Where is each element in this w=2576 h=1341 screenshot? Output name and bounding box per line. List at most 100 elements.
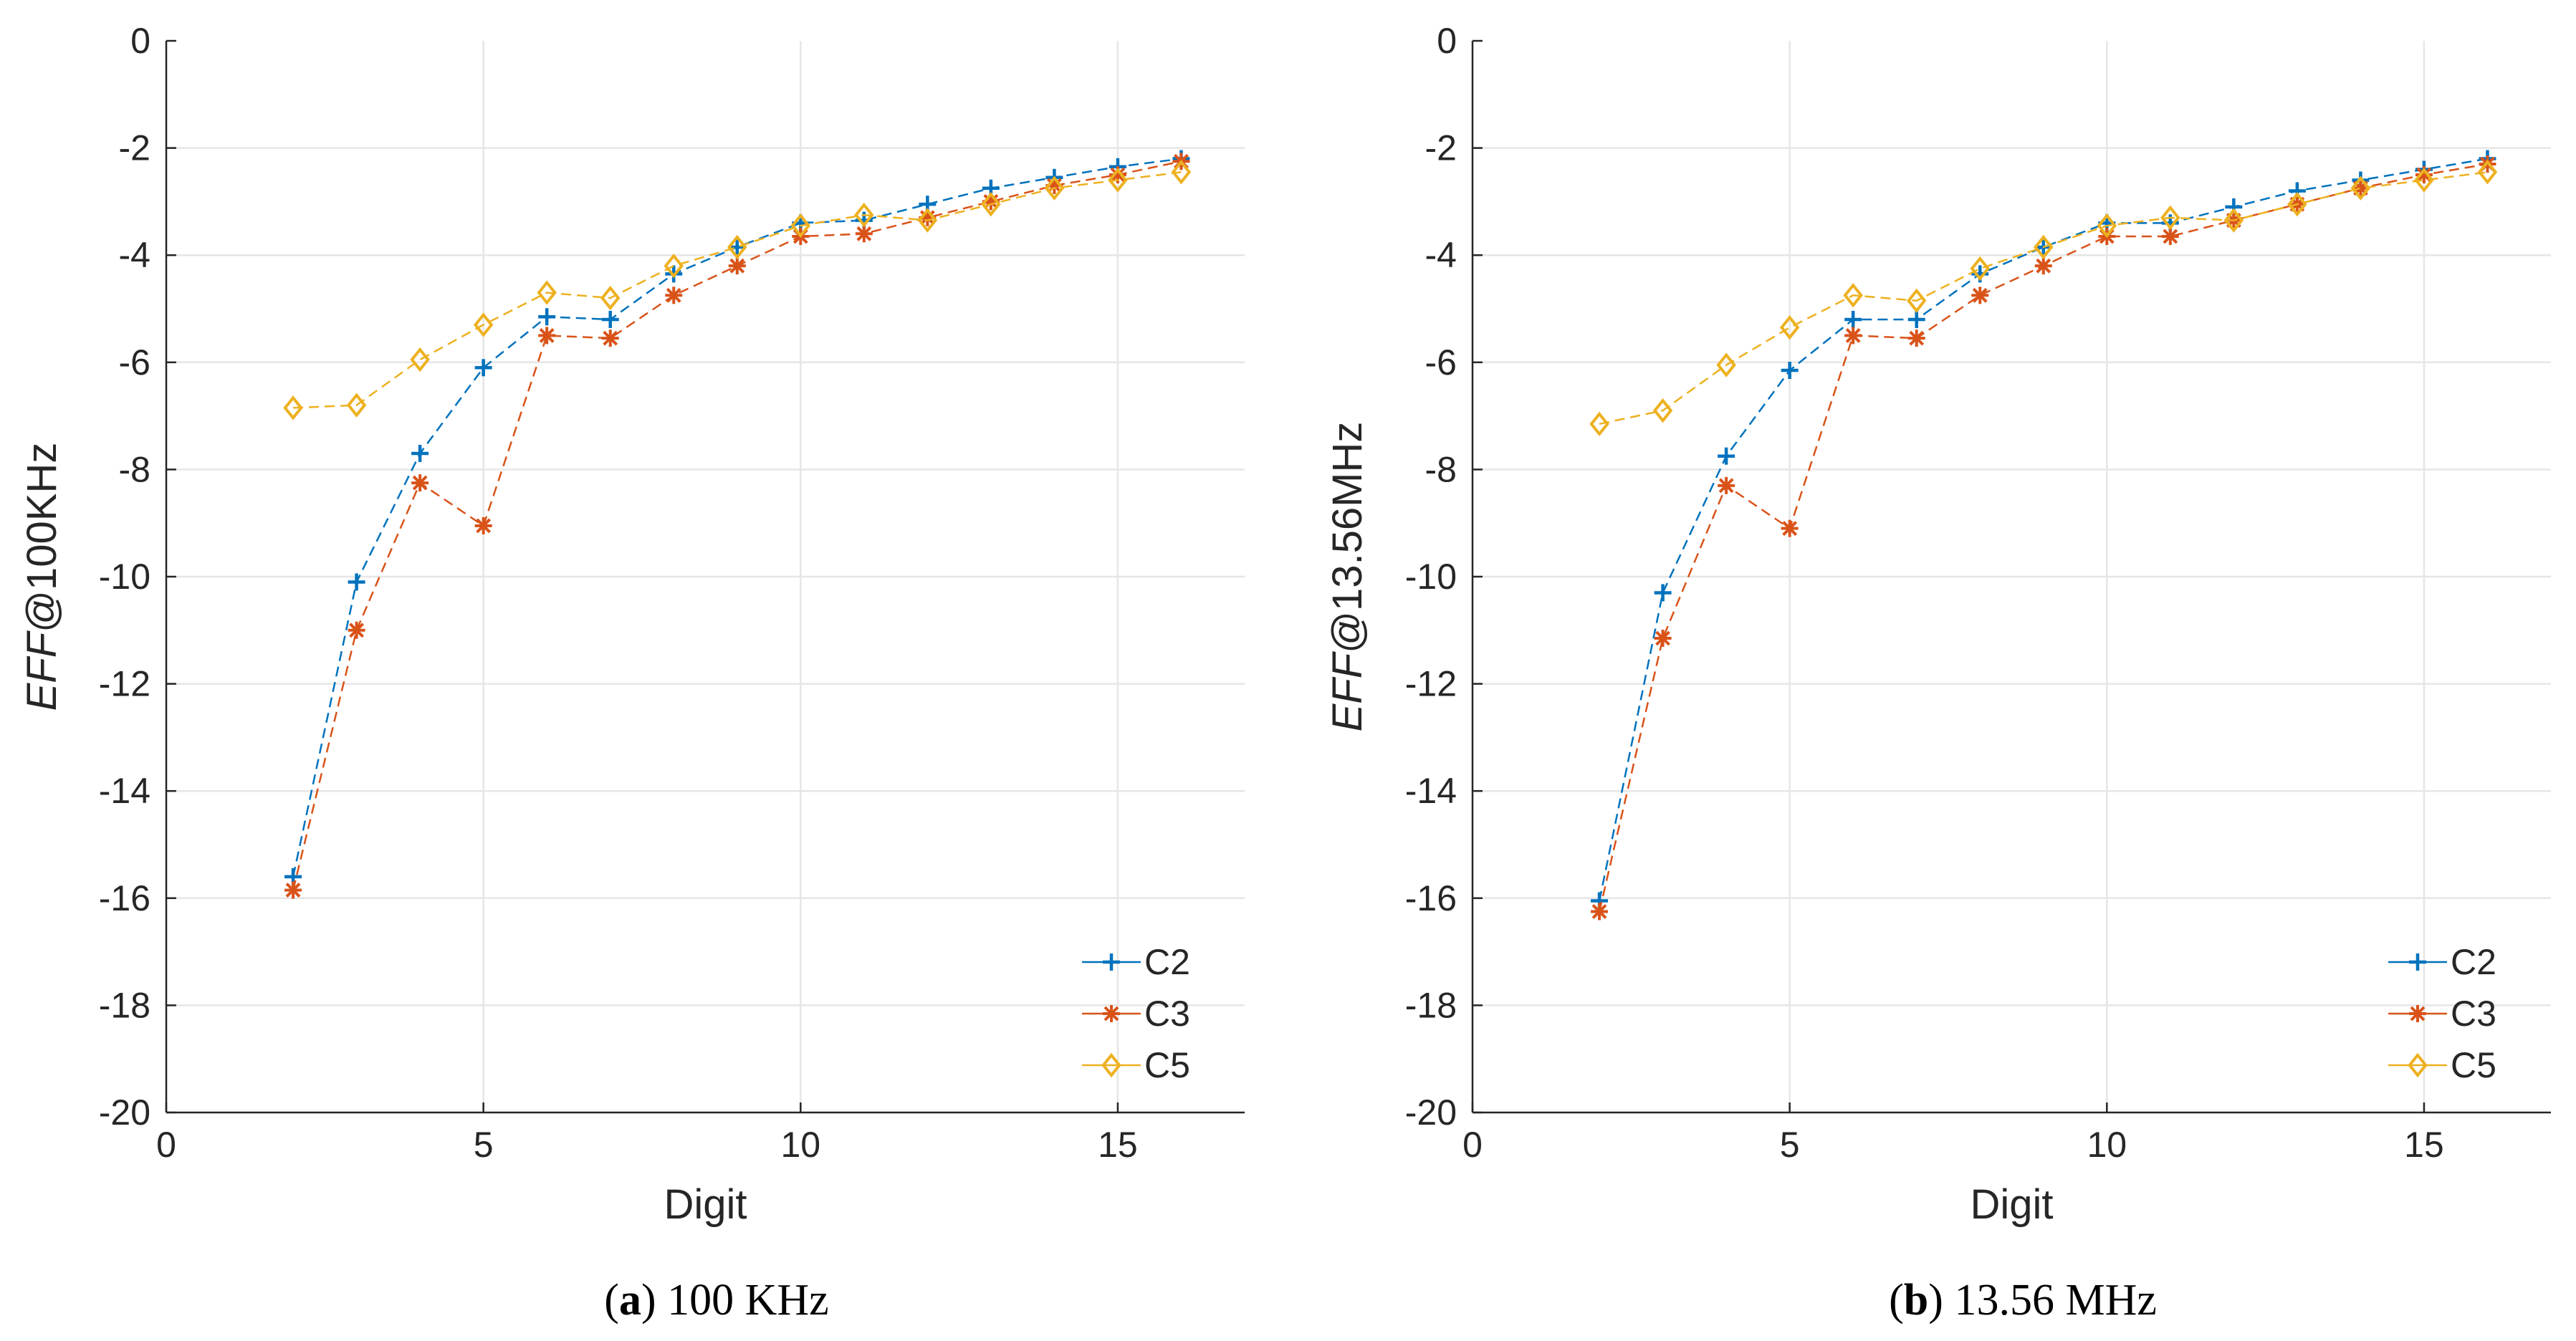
data-point-C3: [1971, 287, 1989, 304]
data-point-C5: [1970, 256, 1990, 282]
data-point-C2: [411, 444, 429, 462]
data-point-C3: [855, 225, 873, 243]
caption-close-paren: ): [1928, 1276, 1943, 1325]
series-C3: [284, 153, 1190, 899]
data-point-C5: [1716, 352, 1736, 378]
data-point-C3: [284, 881, 302, 899]
data-point-C5: [917, 208, 938, 233]
legend-marker-C5: [2408, 1052, 2428, 1078]
data-point-C3: [665, 287, 683, 304]
data-point-C5: [1906, 288, 1927, 313]
legend-marker-C3-d: [2410, 1006, 2426, 1022]
data-point-C5: [473, 312, 494, 337]
data-point-C5: [1108, 168, 1128, 193]
legend-label-C3: C3: [2451, 994, 2496, 1034]
data-point-C5: [1843, 283, 1863, 308]
data-point-C5: [1171, 160, 1192, 185]
legend-marker-C5: [1101, 1052, 1121, 1078]
legend: C2 C3 C5: [2388, 942, 2496, 1085]
data-point-C5: [410, 347, 430, 372]
data-point-C3-d: [729, 258, 745, 274]
data-point-C5: [1652, 398, 1673, 423]
y-tick-label: -2: [1425, 128, 1457, 168]
data-point-C3-d: [285, 883, 301, 898]
data-point-C5: [2223, 208, 2244, 233]
data-point-C2: [1781, 362, 1799, 380]
data-point-C3: [2034, 257, 2052, 275]
data-point-C5: [2097, 213, 2117, 239]
chart-panel-1: 0 5 10 15 0 -2 -4 -6 -8 -10 -12 -14 -16 -18 -20 Digit EF…: [19, 21, 1245, 1325]
data-point-C2: [601, 310, 619, 328]
data-point-C2: [348, 573, 365, 591]
data-point-C5: [2350, 176, 2371, 201]
data-point-C2: [1718, 447, 1735, 465]
data-point-C3-d: [1655, 630, 1671, 646]
data-point-C2: [1907, 310, 1925, 328]
data-point-C5: [854, 202, 874, 228]
legend-marker-C3: [2409, 1005, 2426, 1022]
y-tick-label: -4: [1425, 235, 1457, 275]
series-line-C2: [1598, 158, 2488, 901]
data-point-C5: [537, 280, 557, 305]
data-point-C5: [981, 191, 1001, 217]
data-point-C3-d: [666, 287, 681, 303]
legend: C2 C3 C5: [1082, 942, 1190, 1085]
data-point-C3: [1844, 327, 1862, 345]
data-point-C5: [664, 253, 684, 279]
data-point-C3: [1591, 903, 1609, 921]
y-tick-label: -8: [1425, 449, 1457, 489]
data-point-C5: [283, 395, 303, 420]
y-tick-label: -14: [1405, 771, 1457, 811]
x-tick-label: 5: [1780, 1125, 1800, 1165]
data-point-C3-d: [349, 623, 365, 638]
data-point-C5: [346, 393, 367, 418]
data-point-C5: [790, 213, 811, 239]
data-point-C3-d: [603, 330, 618, 346]
y-tick-label: -18: [1405, 985, 1457, 1025]
series-line-C5: [1599, 171, 2488, 426]
y-tick-label: -20: [99, 1092, 150, 1133]
x-tick-label: 5: [474, 1125, 494, 1165]
y-tick-label: -14: [99, 771, 150, 811]
x-tick-label: 15: [1098, 1125, 1138, 1165]
caption-text: 100 KHz: [656, 1276, 829, 1325]
y-axis-label: EFF@13.56MHz: [1324, 422, 1371, 732]
x-tick-label: 0: [156, 1125, 176, 1165]
data-point-C3-d: [1591, 904, 1607, 919]
data-point-C3: [728, 257, 746, 275]
caption-letter: a: [619, 1276, 641, 1325]
data-point-C3: [1654, 630, 1672, 648]
y-axis-label-italic: EFF: [19, 630, 65, 711]
data-point-C3: [348, 621, 365, 639]
legend-marker-C2: [2409, 953, 2426, 971]
data-point-C3-d: [919, 210, 935, 226]
data-point-C3-d: [856, 226, 872, 241]
legend-label-C2: C2: [2451, 942, 2496, 982]
y-tick-label: -2: [119, 128, 150, 168]
caption: (b) 13.56 MHz: [1889, 1276, 2157, 1325]
series-C5: [283, 160, 1192, 420]
y-axis-label: EFF@100KHz: [19, 443, 65, 711]
caption-open-paren: (: [604, 1276, 619, 1325]
data-point-C3-d: [1110, 167, 1126, 183]
data-point-C2: [728, 238, 746, 256]
data-point-C5: [2477, 160, 2498, 185]
data-point-C3-d: [1972, 287, 1988, 303]
data-point-C5: [1589, 411, 1609, 437]
y-tick-label: -12: [99, 664, 150, 704]
y-tick-label: -16: [99, 878, 150, 918]
y-tick-label: -4: [119, 235, 150, 275]
caption-text: 13.56 MHz: [1943, 1276, 2157, 1325]
x-tick-label: 10: [2087, 1125, 2127, 1165]
chart-panel-2: 0 5 10 15 0 -2 -4 -6 -8 -10 -12 -14 -16 -18 -20 Digit EF…: [1324, 21, 2551, 1325]
data-point-C5: [1044, 176, 1065, 201]
caption-open-paren: (: [1889, 1276, 1904, 1325]
data-point-C5: [727, 234, 747, 260]
y-tick-label: -10: [99, 557, 150, 597]
data-point-C3-d: [476, 518, 492, 534]
legend-label-C3: C3: [1144, 994, 1190, 1034]
data-point-C5: [2414, 168, 2434, 193]
x-tick-label: 15: [2404, 1125, 2444, 1165]
y-tick-label: -12: [1405, 664, 1457, 704]
data-point-C3-d: [1782, 521, 1798, 537]
